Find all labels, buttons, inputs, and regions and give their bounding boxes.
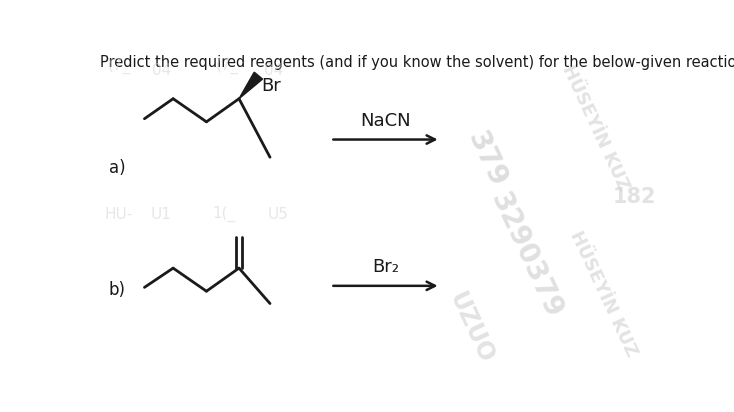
Text: 1(_: 1(_ [212,206,235,222]
Text: HÜSEYİN KUZ: HÜSEYİN KUZ [566,228,640,359]
Text: (7_: (7_ [107,58,131,75]
Text: 04: 04 [264,63,283,78]
Text: U1: U1 [151,207,172,222]
Text: NaCN: NaCN [360,112,411,129]
Text: (7_: (7_ [216,58,239,75]
Polygon shape [239,72,263,99]
Text: Br₂: Br₂ [372,258,399,276]
Text: 3290379: 3290379 [484,188,567,322]
Text: 04: 04 [152,63,171,78]
Text: a): a) [109,159,126,177]
Text: Br: Br [261,77,281,95]
Text: HÜSEYİN KUZ: HÜSEYİN KUZ [559,62,633,194]
Text: HU-: HU- [105,207,133,222]
Text: U5: U5 [267,207,288,222]
Text: 182: 182 [612,187,656,207]
Text: Predict the required reagents (and if you know the solvent) for the below-given : Predict the required reagents (and if yo… [100,55,734,70]
Text: UZUO: UZUO [445,289,498,368]
Text: 379: 379 [462,126,512,191]
Text: b): b) [109,281,126,299]
